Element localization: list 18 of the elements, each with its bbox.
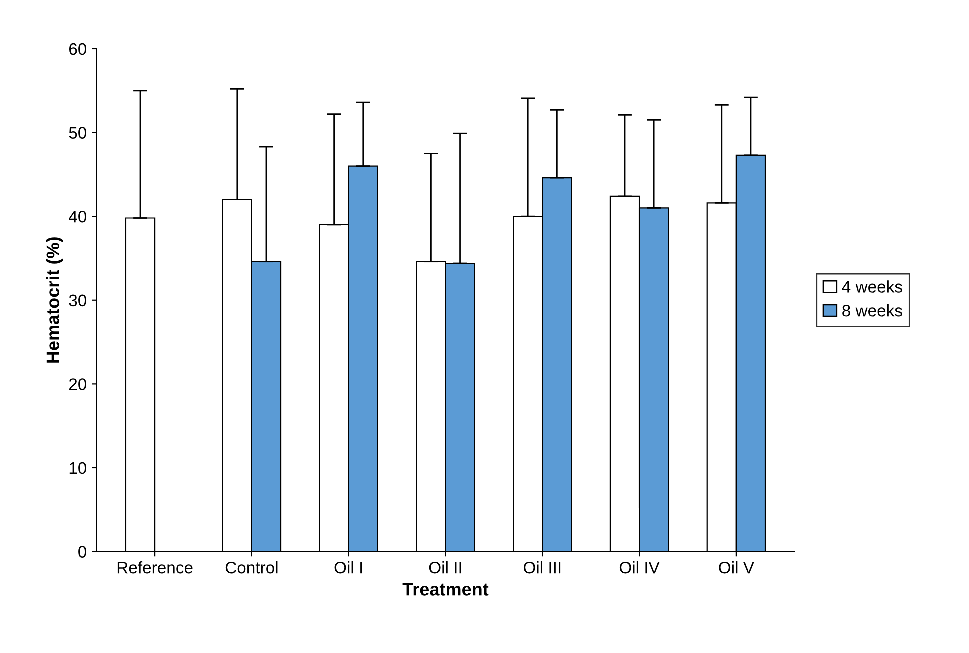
x-tick-label: Oil V bbox=[719, 562, 754, 574]
x-tick-label: Oil I bbox=[334, 562, 362, 574]
legend-label: 4 weeks bbox=[842, 280, 902, 293]
y-tick-label: 60 bbox=[69, 43, 87, 56]
x-tick-label: Oil IV bbox=[620, 562, 660, 574]
x-axis-title: Treatment bbox=[402, 583, 489, 596]
x-tick-label: Reference bbox=[118, 562, 193, 574]
x-tick-label: Oil III bbox=[524, 562, 561, 574]
y-tick-label: 50 bbox=[69, 127, 87, 139]
x-tick-label: Control bbox=[226, 562, 278, 574]
legend-label: 8 weeks bbox=[842, 304, 902, 317]
x-tick-label: Oil II bbox=[429, 562, 462, 574]
y-axis-title: Hematocrit (%) bbox=[46, 238, 64, 363]
y-tick-label: 0 bbox=[78, 546, 87, 558]
y-tick-label: 20 bbox=[69, 378, 87, 390]
y-tick-label: 40 bbox=[69, 210, 87, 223]
y-tick-label: 10 bbox=[70, 462, 87, 474]
y-tick-label: 30 bbox=[69, 294, 87, 307]
